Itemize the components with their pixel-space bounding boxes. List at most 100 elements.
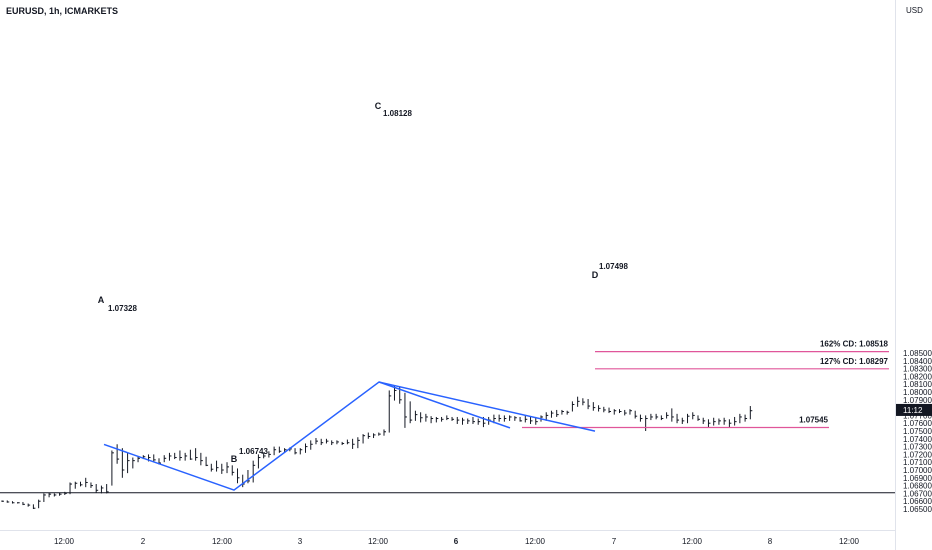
candle [702,417,706,424]
candle [32,504,36,509]
candle [74,481,78,489]
candle [352,438,355,449]
price-tick-label: 1.06600 [903,497,932,506]
price-tick-label: 1.06500 [903,505,932,514]
candle [189,449,193,460]
candle [556,409,559,417]
abcd-projection-line [378,381,511,429]
candle [503,415,507,422]
time-tick-label: 12:00 [212,537,233,546]
last-price-tag: 11:12 [896,403,932,416]
price-tick-label: 1.08200 [903,372,932,381]
candle [268,451,271,458]
candle [530,416,533,424]
candle [53,493,57,497]
candle [362,434,366,444]
candle [132,457,135,469]
candle [205,456,209,467]
pattern-point-letter: D [592,270,599,280]
candle [671,408,674,422]
candle [456,416,460,424]
candle [624,409,627,416]
candle [687,413,690,424]
candle [603,406,606,413]
price-axis[interactable]: 1.065001.066001.067001.068001.069001.070… [903,349,932,514]
price-tick-label: 1.07900 [903,396,932,405]
level-label: 127% CD: 1.08297 [820,357,889,366]
candle [231,465,235,476]
candle [252,460,256,483]
price-tick-label: 1.08100 [903,380,932,389]
time-tick-label: 3 [298,537,303,546]
candle [106,484,109,494]
candle [749,406,753,420]
price-tick-label: 1.08300 [903,365,932,374]
candle [739,413,742,424]
candle [707,419,711,428]
candle [681,417,685,424]
candle [310,440,313,450]
candle [592,402,596,411]
candle [645,415,648,431]
price-tick-label: 1.08500 [903,349,932,358]
candle [6,500,10,503]
candle [69,482,73,495]
candle [566,410,570,415]
candle [425,413,428,422]
price-tick-label: 1.07400 [903,435,932,444]
candle [38,499,41,509]
candle [195,448,198,461]
candle [608,407,612,414]
candle [127,452,130,474]
candle [713,417,716,426]
candle [618,409,622,414]
candle [613,409,617,415]
harmonic-pattern: A1.07328 B1.06743 C1.08128 D1.07498 [98,101,629,491]
pattern-point-letter: A [98,295,105,305]
pattern-point-value: 1.06743 [239,447,268,456]
candle [420,412,423,423]
last-price-tag-box [896,403,932,416]
chart-title: EURUSD, 1h, ICMARKETS [6,6,118,16]
time-axis[interactable]: 12:00 2 12:00 3 12:00 6 12:00 7 12:00 8 12:00 [54,537,860,546]
time-tick-label: 12:00 [839,537,860,546]
candle [728,419,732,428]
candle [346,439,350,445]
candle [462,417,465,425]
harmonic-levels: 162% CD: 1.08518 127% CD: 1.08297 1.07545 [522,340,889,429]
time-tick-label: 12:00 [682,537,703,546]
candle [629,409,632,415]
time-tick-label: 2 [141,537,146,546]
candle [373,433,376,439]
candle [451,416,455,421]
candle [472,416,475,424]
pattern-point: D1.07498 [592,262,629,280]
candle [577,396,580,407]
candle [650,413,653,421]
currency-label: USD [906,6,923,15]
candle [498,414,502,422]
candle [315,438,318,445]
level: 1.07545 [522,415,829,429]
pattern-point: C1.08128 [375,101,413,118]
candle [11,501,15,504]
candle [639,414,643,422]
candle [174,452,177,460]
candle [414,410,418,421]
price-tick-label: 1.08400 [903,357,932,366]
candle [446,415,449,421]
level: 127% CD: 1.08297 [595,357,889,370]
pattern-point: B1.06743 [231,447,269,464]
candle [95,484,99,493]
pattern-point-letter: C [375,101,382,111]
candle [519,416,523,422]
candle [153,454,156,463]
candle [336,440,339,445]
candle [441,416,444,422]
candle [430,416,434,424]
candle [598,405,601,412]
candle [48,492,52,498]
price-tick-label: 1.07300 [903,443,932,452]
